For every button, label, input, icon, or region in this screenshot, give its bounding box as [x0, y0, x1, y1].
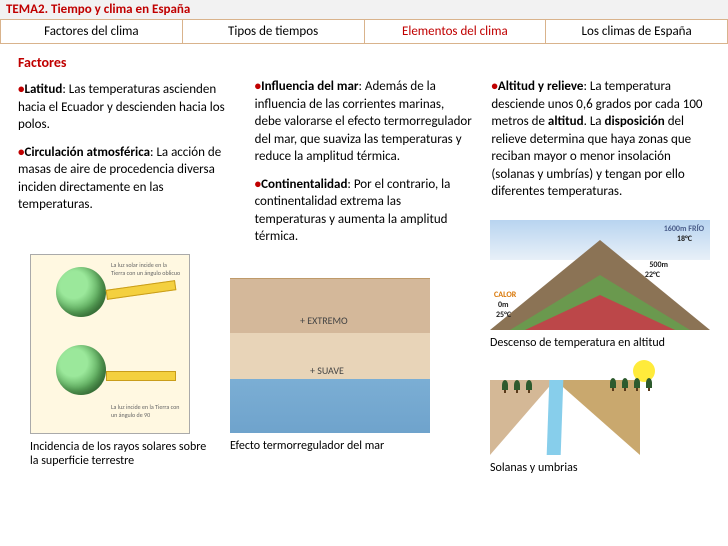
- fig1-note-top: La luz solar incide en la Tierra con un …: [111, 261, 181, 277]
- column-2: •Influencia del mar: Además de la influe…: [255, 54, 474, 256]
- figure-altitud: 1600m FRÍO 18°C 500m 22°C CALOR 0m 25°C: [490, 220, 710, 330]
- caption-fig3: Descenso de temperatura en altitud: [490, 336, 710, 350]
- fig1-note-bot: La luz incide en la Tierra con un ángulo…: [111, 403, 181, 419]
- label-influencia: Influencia del mar: [261, 79, 358, 94]
- temp-18: 18°C: [677, 234, 692, 244]
- figure-solanas: [490, 360, 660, 455]
- globe-icon: [56, 345, 106, 395]
- fig2-label-extremo: + EXTREMO: [300, 314, 348, 327]
- globe-icon: [56, 267, 106, 317]
- figure-1-box: La luz solar incide en la Tierra con un …: [30, 266, 210, 468]
- label-altitud: Altitud y relieve: [498, 79, 584, 94]
- header-title: TEMA2. Tiempo y clima en España: [6, 2, 190, 17]
- sunray-icon: [106, 371, 176, 381]
- label-continentalidad: Continentalidad: [261, 177, 347, 192]
- page-header: TEMA2. Tiempo y clima en España: [0, 0, 728, 19]
- mountain-red-layer: [525, 295, 675, 330]
- tab-factores[interactable]: Factores del clima: [1, 20, 183, 43]
- bold-altitud: altitud: [548, 114, 584, 129]
- figure-mar: + EXTREMO + SUAVE: [230, 278, 430, 433]
- bold-disposicion: disposición: [604, 114, 664, 129]
- tabs-bar: Factores del clima Tipos de tiempos Elem…: [0, 19, 728, 44]
- tab-climas[interactable]: Los climas de España: [546, 20, 727, 43]
- column-1: Factores •Latitud: Las temperaturas asci…: [18, 54, 237, 256]
- alt-1600: 1600m: [664, 224, 687, 234]
- figure-latitud: La luz solar incide en la Tierra con un …: [30, 254, 190, 434]
- tree-icon: [502, 380, 508, 390]
- tab-elementos[interactable]: Elementos del clima: [365, 20, 547, 43]
- label-latitud: Latitud: [24, 82, 62, 97]
- para-continentalidad: •Continentalidad: Por el contrario, la c…: [255, 176, 474, 246]
- para-influencia: •Influencia del mar: Además de la influe…: [255, 78, 474, 166]
- alt-0: 0m: [498, 300, 509, 310]
- fig2-label-suave: + SUAVE: [310, 364, 344, 377]
- tree-icon: [634, 378, 640, 388]
- label-circulacion: Circulación atmosférica: [24, 145, 150, 160]
- section-title: Factores: [18, 54, 237, 71]
- hill-icon: [490, 380, 640, 455]
- para-circulacion: •Circulación atmosférica: La acción de m…: [18, 144, 237, 214]
- temp-25: 25°C: [496, 310, 511, 320]
- caption-fig4: Solanas y umbrias: [490, 461, 710, 475]
- figure-2-box: + EXTREMO + SUAVE Efecto termorregulador…: [230, 266, 430, 468]
- tree-icon: [514, 380, 520, 390]
- caption-fig1: Incidencia de los rayos solares sobre la…: [30, 440, 210, 468]
- calor-label: CALOR: [494, 290, 516, 300]
- tree-icon: [622, 378, 628, 388]
- para-latitud: •Latitud: Las temperaturas ascienden hac…: [18, 81, 237, 134]
- tree-icon: [526, 380, 532, 390]
- sunray-icon: [106, 280, 177, 300]
- caption-fig2: Efecto termorregulador del mar: [230, 439, 384, 453]
- para-altitud: •Altitud y relieve: La temperatura desci…: [491, 78, 710, 201]
- tab-tipos[interactable]: Tipos de tiempos: [183, 20, 365, 43]
- tree-icon: [610, 378, 616, 388]
- tree-icon: [646, 378, 652, 388]
- river-icon: [547, 380, 564, 455]
- alt-500: 500m: [649, 260, 668, 270]
- text-altitud-b: . La: [584, 114, 605, 129]
- frio-label: FRÍO: [688, 224, 704, 234]
- temp-22: 22°C: [645, 270, 660, 280]
- column-3-figures: 1600m FRÍO 18°C 500m 22°C CALOR 0m 25°C …: [490, 220, 710, 475]
